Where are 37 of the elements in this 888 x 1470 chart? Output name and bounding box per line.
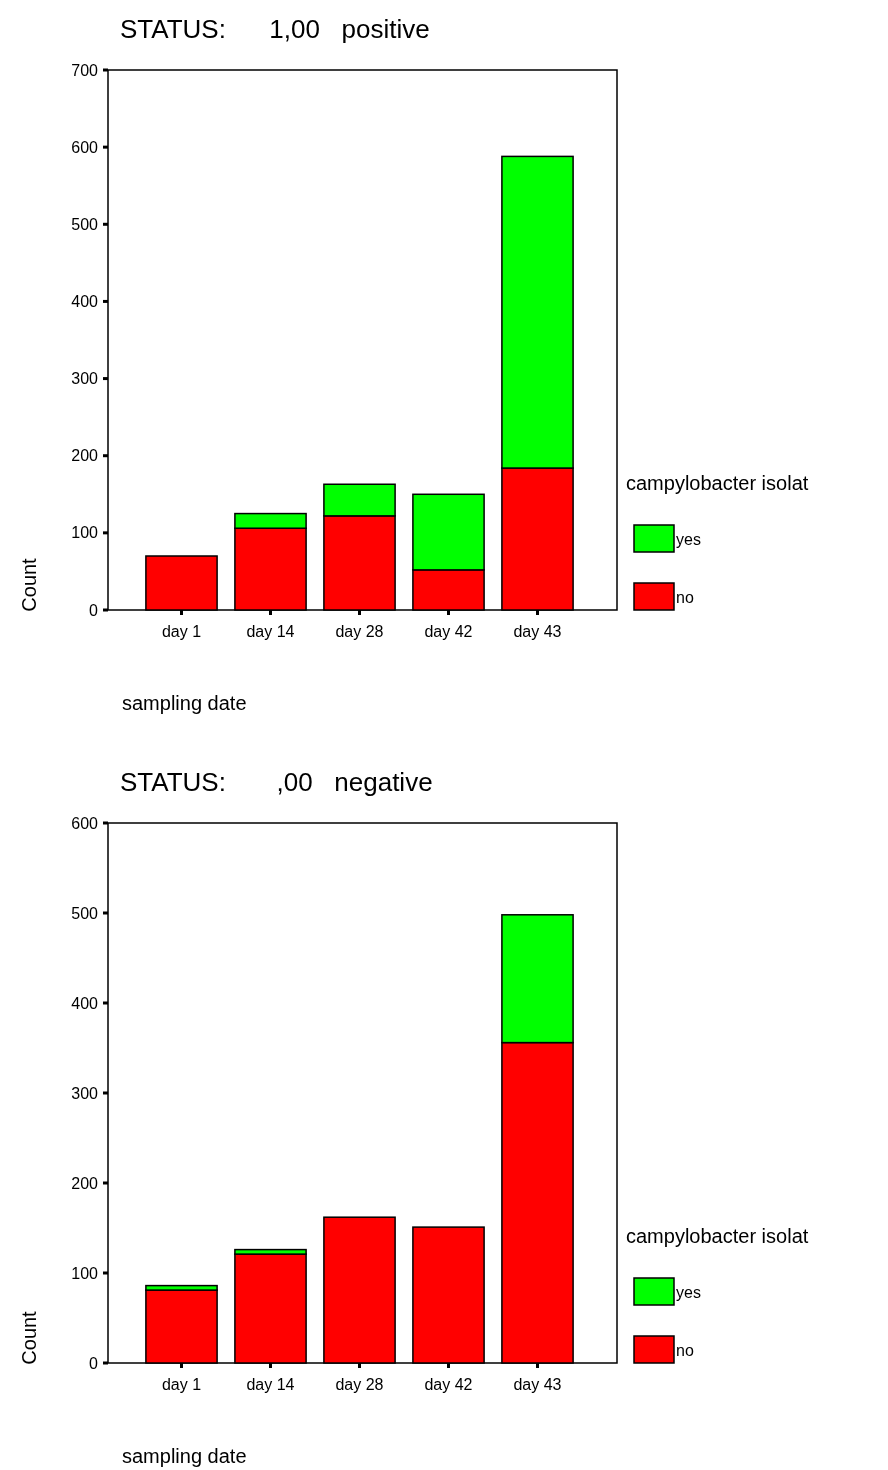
y-tick-label: 200 [71, 1174, 99, 1192]
x-axis-title: sampling date [122, 1445, 247, 1467]
chart-title: STATUS: ,00 negative [120, 767, 433, 797]
legend-label: no [676, 1342, 694, 1359]
legend-label: no [676, 589, 694, 606]
y-tick-label: 600 [71, 138, 99, 156]
y-axis-title: Count [18, 557, 40, 612]
y-tick-label: 400 [71, 994, 99, 1012]
x-tick-label: day 1 [161, 623, 202, 640]
y-tick-label: 400 [71, 293, 99, 311]
chart-title: STATUS: 1,00 positive [120, 14, 430, 44]
x-tick-label: day 42 [424, 623, 473, 640]
y-tick-label: 300 [71, 370, 99, 388]
y-tick-label: 100 [71, 524, 99, 542]
x-tick-label: day 14 [246, 1376, 295, 1393]
y-tick-label: 600 [71, 814, 99, 832]
y-tick-label: 100 [71, 1264, 99, 1282]
y-axis-title: Count [18, 1310, 40, 1365]
y-tick-label: 500 [71, 215, 99, 233]
y-tick-label: 700 [71, 61, 99, 79]
legend-label: yes [676, 531, 701, 548]
y-tick-label: 0 [89, 601, 99, 619]
x-tick-label: day 43 [513, 623, 562, 640]
legend-title: campylobacter isolat [626, 1225, 809, 1247]
y-tick-label: 200 [71, 447, 99, 465]
y-tick-label: 300 [71, 1084, 99, 1102]
x-tick-label: day 14 [246, 623, 295, 640]
y-tick-label: 500 [71, 904, 99, 922]
x-tick-label: day 28 [335, 623, 384, 640]
x-tick-label: day 43 [513, 1376, 562, 1393]
x-tick-label: day 1 [161, 1376, 202, 1393]
y-tick-label: 0 [89, 1354, 99, 1372]
legend-label: yes [676, 1284, 701, 1301]
x-axis-title: sampling date [122, 692, 247, 714]
x-tick-label: day 28 [335, 1376, 384, 1393]
x-tick-label: day 42 [424, 1376, 473, 1393]
legend-title: campylobacter isolat [626, 472, 809, 494]
